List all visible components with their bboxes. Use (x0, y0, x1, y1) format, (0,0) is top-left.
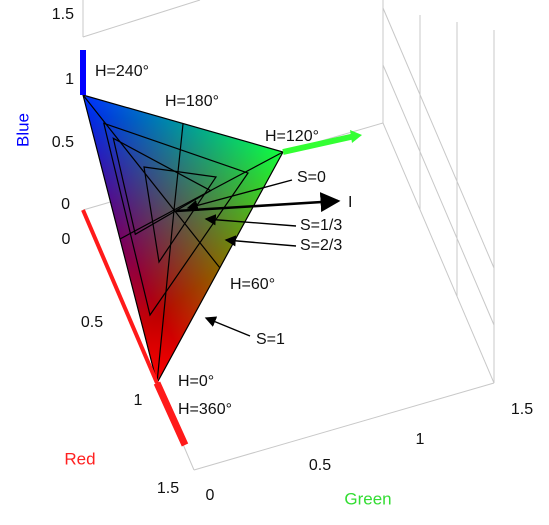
hue-label: H=120° (265, 128, 319, 145)
red-axis (81, 209, 159, 384)
red-tick: 1.5 (157, 480, 179, 497)
red-axis-extension (153, 381, 189, 447)
green-tick: 1.5 (511, 401, 533, 418)
red-axis-label: Red (64, 449, 95, 468)
green-tick: 0.5 (309, 457, 331, 474)
hue-label: H=180° (165, 93, 219, 110)
green-axis-extension (282, 133, 356, 155)
green-axis-label: Green (344, 489, 391, 508)
green-tick: 1 (416, 431, 425, 448)
hue-label: H=60° (230, 276, 275, 293)
annotation-arrows (175, 179, 341, 337)
saturation-label: S=2/3 (300, 237, 342, 254)
intensity-label: I (348, 194, 352, 211)
saturation-label: S=0 (297, 169, 326, 186)
red-tick: 0 (62, 231, 71, 248)
color-triangle (83, 95, 283, 383)
blue-tick: 1 (65, 71, 74, 88)
blue-axis-label: Blue (13, 113, 32, 147)
hue-label: H=240° (95, 63, 149, 80)
saturation-lines (82, 94, 284, 385)
green-tick: 0 (206, 487, 215, 504)
saturation-label: S=1 (256, 331, 285, 348)
hue-label: H=360° (178, 401, 232, 418)
saturation-label: S=1/3 (300, 217, 342, 234)
hue-label: H=0° (178, 373, 214, 390)
red-tick: 0.5 (81, 314, 103, 331)
blue-tick: 0 (61, 196, 70, 213)
blue-tick: 1.5 (52, 6, 74, 23)
green-arrow-head (350, 130, 362, 143)
blue-tick: 0.5 (52, 134, 74, 151)
red-tick: 1 (134, 392, 143, 409)
